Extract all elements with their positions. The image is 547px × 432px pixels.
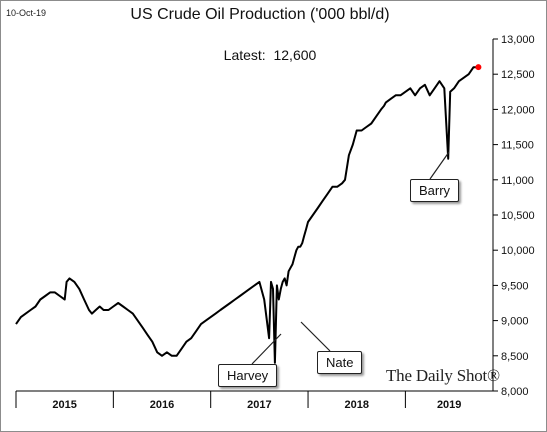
plot-area — [15, 64, 482, 364]
production-line — [15, 66, 479, 364]
x-tick-label: 2015 — [52, 399, 76, 411]
harvey-pointer — [251, 333, 282, 365]
y-tick-label: 13,000 — [501, 34, 535, 46]
brand-logo: The Daily Shot® — [386, 366, 500, 385]
barry-pointer — [429, 151, 450, 180]
callout-pointers — [251, 151, 450, 365]
latest-readout: Latest: 12,600 — [0, 47, 540, 63]
x-tick-label: 2018 — [344, 399, 368, 411]
y-tick-label: 9,500 — [501, 280, 529, 292]
x-tick-label: 2016 — [150, 399, 174, 411]
annotation-harvey: Harvey — [218, 364, 278, 387]
x-axis: 2015 2016 2017 2018 2019 — [15, 390, 493, 411]
y-tick-label: 9,000 — [501, 316, 529, 328]
y-tick-label: 12,500 — [501, 69, 535, 81]
date-stamp: 10-Oct-19 — [6, 8, 47, 18]
annotation-nate: Nate — [317, 351, 363, 374]
latest-value: 12,600 — [273, 47, 317, 63]
x-tick-label: 2019 — [437, 399, 461, 411]
latest-label: Latest: — [223, 47, 266, 63]
y-axis: 8,000 8,500 9,000 9,500 10,000 10,500 11,000 11… — [492, 34, 535, 398]
nate-pointer — [300, 321, 331, 352]
y-tick-label: 8,000 — [501, 386, 529, 398]
y-tick-label: 10,000 — [501, 245, 535, 257]
y-tick-label: 12,000 — [501, 104, 535, 116]
chart-title: US Crude Oil Production ('000 bbl/d) — [130, 6, 390, 23]
y-tick-label: 11,000 — [501, 175, 534, 187]
y-tick-label: 10,500 — [501, 210, 535, 222]
x-tick-label: 2017 — [247, 399, 271, 411]
annotation-barry: Barry — [410, 179, 460, 202]
latest-point — [475, 64, 482, 71]
y-tick-label: 8,500 — [501, 351, 529, 363]
y-tick-label: 11,500 — [501, 140, 534, 152]
